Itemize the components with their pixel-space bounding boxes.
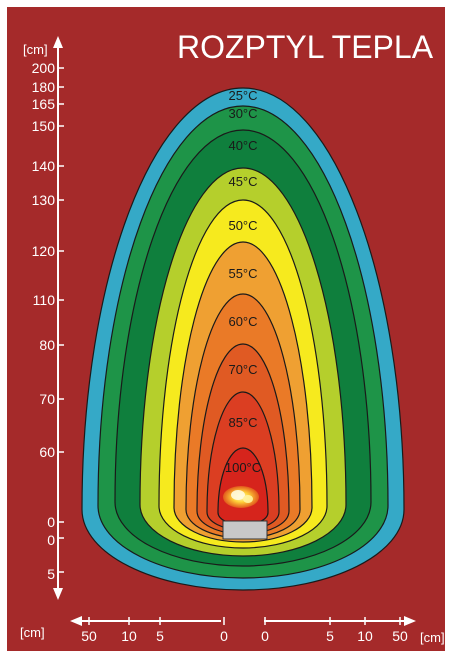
axis-tick-label: 5	[47, 566, 55, 582]
horizontal-axis	[70, 616, 416, 626]
axis-tick-label: 180	[32, 79, 56, 95]
axis-tick-label: 0	[220, 628, 228, 644]
zone-labels: 25°C 30°C 40°C 45°C 50°C 55°C 60°C 70°C 85°C 100°…	[225, 88, 261, 475]
axis-tick-label: 140	[32, 158, 56, 174]
zone-label: 30°C	[228, 106, 257, 121]
vertical-axis-ticks	[58, 0, 64, 573]
fire-icon	[223, 486, 259, 508]
axis-tick-label: 110	[33, 292, 56, 308]
stove-base	[222, 520, 268, 540]
heat-zones	[81, 87, 405, 591]
axis-tick-label: 10	[357, 628, 373, 644]
axis-tick-label: 50	[392, 628, 408, 644]
axis-tick-label: 150	[32, 118, 56, 134]
axis-tick-label: 165	[32, 96, 56, 112]
zone-label: 70°C	[228, 362, 257, 377]
horizontal-axis-unit-right: [cm]	[420, 630, 445, 645]
axis-tick-label: 0	[47, 532, 55, 548]
vertical-axis	[53, 36, 63, 600]
horizontal-axis-unit-left: [cm]	[20, 625, 45, 640]
horizontal-axis-labels: 50 10 5 0 0 5 10 50	[81, 628, 408, 644]
axis-tick-label: 120	[32, 243, 56, 259]
axis-tick-label: 50	[81, 628, 97, 644]
zone-label: 60°C	[228, 314, 257, 329]
horizontal-axis-ticks	[88, 617, 401, 625]
zone-label: 50°C	[228, 218, 257, 233]
axis-tick-label: 10	[121, 628, 137, 644]
axis-tick-label: 5	[156, 628, 164, 644]
axis-tick-label: 130	[32, 192, 56, 208]
zone-label: 25°C	[228, 88, 257, 103]
axis-tick-label: 60	[39, 444, 55, 460]
zone-label: 40°C	[228, 138, 257, 153]
zone-label: 55°C	[228, 266, 257, 281]
axis-tick-label: 5	[326, 628, 334, 644]
axis-tick-label: 70	[39, 391, 55, 407]
zone-label: 85°C	[228, 415, 257, 430]
axis-tick-label: 0	[47, 514, 55, 530]
axis-tick-label: 0	[261, 628, 269, 644]
zone-label: 45°C	[228, 174, 257, 189]
axis-tick-label: 80	[39, 337, 55, 353]
vertical-axis-unit: [cm]	[23, 42, 48, 57]
zone-label: 100°C	[225, 460, 261, 475]
axis-tick-label: 10	[39, 0, 55, 3]
axis-tick-label: 200	[32, 60, 56, 76]
page-title: ROZPTYL TEPLA	[177, 29, 434, 65]
